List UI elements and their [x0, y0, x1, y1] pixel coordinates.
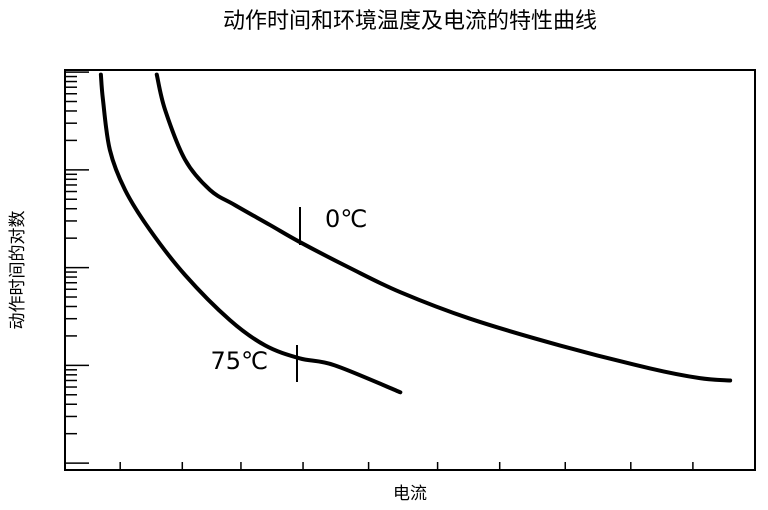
curve	[154, 72, 733, 383]
y-axis-label: 动作时间的对数	[8, 211, 28, 330]
curve-label: 0℃	[325, 205, 367, 233]
curve	[98, 72, 403, 395]
plot-frame	[64, 69, 756, 471]
x-axis-label: 电流	[393, 484, 427, 504]
curve-label: 75℃	[211, 347, 269, 375]
chart-title: 动作时间和环境温度及电流的特性曲线	[223, 9, 597, 34]
